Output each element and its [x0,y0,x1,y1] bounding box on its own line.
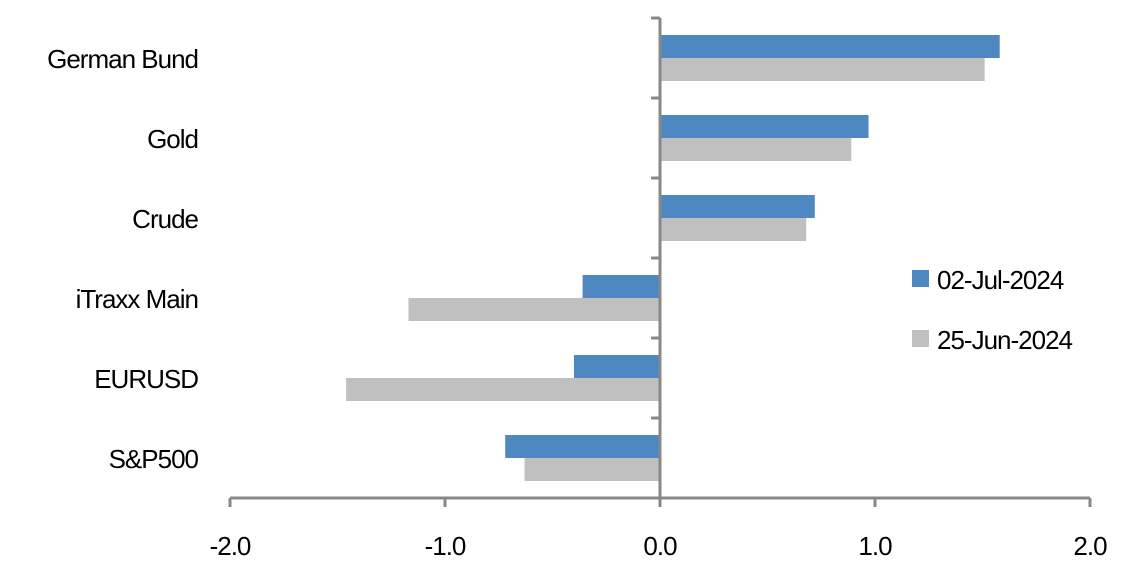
category-label: EURUSD [94,364,198,394]
bar-25-jun [660,58,985,81]
category-label: Gold [147,124,198,154]
bar-02-jul [660,115,869,138]
legend-swatch [912,270,929,287]
bar-02-jul [660,195,815,218]
bar-02-jul [660,35,1000,58]
category-label: iTraxx Main [76,284,198,314]
category-label: German Bund [47,44,198,74]
x-tick-label: -1.0 [425,531,466,561]
legend-swatch [912,330,929,347]
legend-label: 25-Jun-2024 [937,325,1073,355]
legend-label: 02-Jul-2024 [937,265,1064,295]
bar-02-jul [574,355,660,378]
x-tick-label: 0.0 [643,531,677,561]
bar-25-jun [408,298,660,321]
bar-02-jul [582,275,660,298]
x-tick-label: 1.0 [858,531,892,561]
bar-25-jun [660,138,852,161]
category-label: S&P500 [109,444,199,474]
bar-25-jun [346,378,660,401]
x-tick-label: -2.0 [210,531,251,561]
bar-02-jul [505,435,660,458]
x-tick-label: 2.0 [1073,531,1107,561]
bar-25-jun [660,218,807,241]
bar-25-jun [524,458,660,481]
category-label: Crude [132,204,198,234]
